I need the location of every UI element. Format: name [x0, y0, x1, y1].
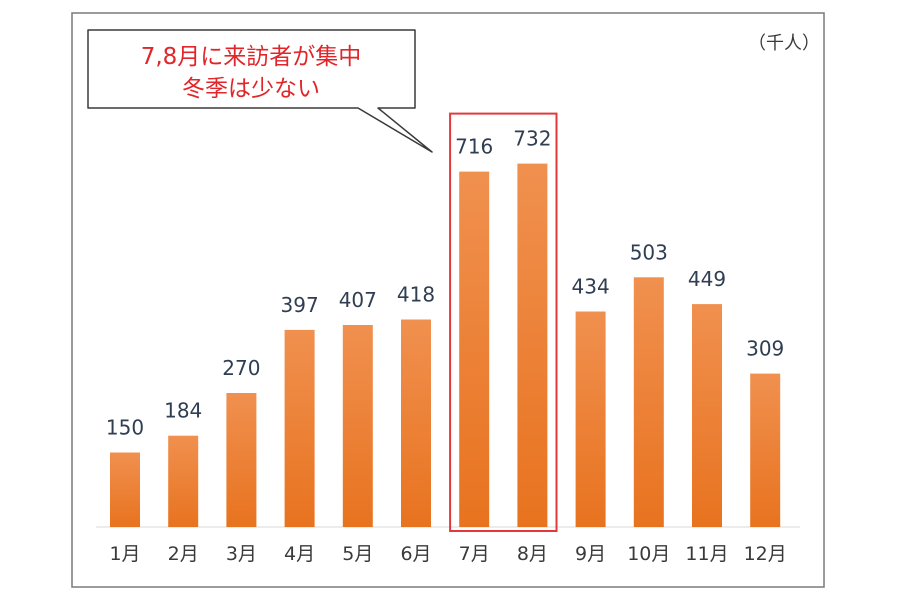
x-tick-label-8: 8月	[517, 543, 548, 565]
unit-label: （千人）	[748, 33, 820, 54]
value-label-2: 184	[164, 399, 202, 423]
value-label-4: 397	[281, 293, 319, 317]
bar-4	[284, 329, 315, 527]
bar-11	[692, 304, 722, 527]
bar-5	[342, 325, 373, 527]
value-label-12: 309	[746, 337, 784, 361]
value-label-7: 716	[455, 135, 493, 159]
bar-6	[401, 319, 431, 527]
bars-group	[110, 163, 781, 527]
bar-7	[459, 171, 490, 527]
value-label-9: 434	[572, 275, 610, 299]
x-tick-label-9: 9月	[575, 543, 606, 565]
x-tick-label-10: 10月	[627, 543, 670, 565]
annotation-line-1: 7,8月に来訪者が集中	[141, 44, 362, 70]
x-tick-label-12: 12月	[744, 543, 787, 565]
x-tick-label-2: 2月	[168, 543, 199, 565]
x-axis-labels-group: 1月 2月 3月 4月 5月 6月 7月 8月 9月 10月 11月 12月	[109, 543, 786, 565]
annotation-line-2: 冬季は少ない	[182, 76, 320, 102]
x-tick-label-6: 6月	[400, 543, 431, 565]
bar-3	[226, 393, 257, 527]
x-tick-label-3: 3月	[226, 543, 257, 565]
x-tick-label-5: 5月	[342, 543, 373, 565]
bar-1	[110, 452, 140, 527]
value-label-3: 270	[222, 356, 260, 380]
x-tick-label-7: 7月	[459, 543, 490, 565]
bar-9	[575, 311, 606, 527]
value-label-10: 503	[630, 240, 668, 264]
highlight-box	[449, 112, 558, 532]
value-labels-group: 150 184 270 397 407 418 716 732 434 503 449 309	[106, 127, 784, 440]
value-label-5: 407	[339, 288, 377, 312]
value-label-6: 418	[397, 283, 435, 307]
bar-2	[168, 435, 199, 527]
bar-8	[517, 163, 548, 527]
callout-bubble	[87, 29, 433, 153]
bar-12	[750, 373, 781, 527]
x-tick-label-11: 11月	[685, 543, 728, 565]
x-tick-label-1: 1月	[109, 543, 140, 565]
annotation-callout: 7,8月に来訪者が集中 冬季は少ない	[87, 29, 433, 153]
value-label-1: 150	[106, 416, 144, 440]
value-label-8: 732	[513, 127, 551, 151]
x-tick-label-4: 4月	[284, 543, 315, 565]
value-label-11: 449	[688, 267, 726, 291]
bar-10	[633, 277, 664, 527]
